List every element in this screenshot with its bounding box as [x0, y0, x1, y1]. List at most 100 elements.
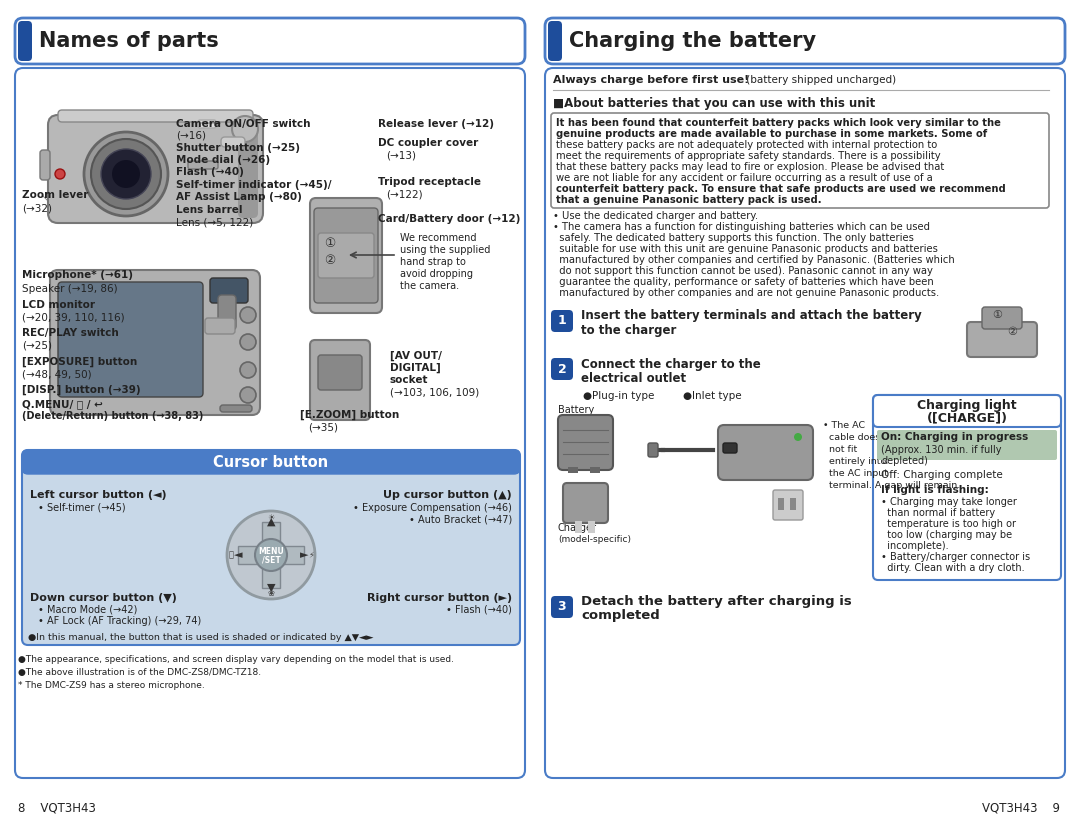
Text: entirely into: entirely into	[823, 456, 887, 465]
Text: Release lever (→12): Release lever (→12)	[378, 119, 494, 129]
Text: • The camera has a function for distinguishing batteries which can be used: • The camera has a function for distingu…	[553, 222, 930, 232]
Text: LCD monitor: LCD monitor	[22, 300, 95, 310]
Text: (battery shipped uncharged): (battery shipped uncharged)	[743, 75, 896, 85]
Text: ►: ►	[300, 550, 308, 560]
Text: (Approx. 130 min. if fully: (Approx. 130 min. if fully	[881, 445, 1001, 455]
Circle shape	[202, 122, 204, 124]
Text: Down cursor button (▼): Down cursor button (▼)	[30, 593, 177, 603]
Circle shape	[205, 122, 208, 124]
Text: Shutter button (→25): Shutter button (→25)	[176, 143, 300, 153]
Text: too low (charging may be: too low (charging may be	[881, 530, 1012, 540]
Text: 2: 2	[557, 363, 566, 375]
Text: Tripod receptacle: Tripod receptacle	[378, 177, 481, 187]
Text: 8    VQT3H43: 8 VQT3H43	[18, 801, 96, 815]
Text: • Use the dedicated charger and battery.: • Use the dedicated charger and battery.	[553, 211, 758, 221]
Text: Battery: Battery	[558, 405, 594, 415]
Text: Charger: Charger	[558, 523, 597, 533]
Text: (→35): (→35)	[308, 422, 338, 432]
FancyBboxPatch shape	[220, 405, 252, 412]
Text: that a genuine Panasonic battery pack is used.: that a genuine Panasonic battery pack is…	[556, 195, 822, 205]
Text: ▲: ▲	[267, 517, 275, 527]
Text: Left cursor button (◄): Left cursor button (◄)	[30, 490, 166, 500]
FancyBboxPatch shape	[982, 307, 1022, 329]
FancyBboxPatch shape	[58, 110, 253, 122]
Circle shape	[794, 433, 802, 441]
Text: • Battery/charger connector is: • Battery/charger connector is	[881, 552, 1030, 562]
Text: (→20, 39, 110, 116): (→20, 39, 110, 116)	[22, 312, 124, 322]
Text: we are not liable for any accident or failure occurring as a result of use of a: we are not liable for any accident or fa…	[556, 173, 933, 183]
FancyBboxPatch shape	[318, 233, 374, 278]
Text: [EXPOSURE] button: [EXPOSURE] button	[22, 357, 137, 367]
Text: ▼: ▼	[267, 583, 275, 593]
Text: (→103, 106, 109): (→103, 106, 109)	[390, 387, 480, 397]
Text: DIGITAL]: DIGITAL]	[390, 363, 441, 373]
Text: (→48, 49, 50): (→48, 49, 50)	[22, 369, 92, 379]
Circle shape	[112, 160, 140, 188]
FancyBboxPatch shape	[718, 425, 813, 480]
Text: (→122): (→122)	[386, 189, 422, 199]
Text: ⏱: ⏱	[229, 550, 233, 560]
FancyBboxPatch shape	[198, 120, 216, 128]
Circle shape	[102, 149, 151, 199]
FancyBboxPatch shape	[238, 120, 258, 218]
Text: Card/Battery door (→12): Card/Battery door (→12)	[378, 214, 521, 224]
Text: completed: completed	[581, 610, 660, 622]
FancyBboxPatch shape	[551, 310, 573, 332]
Text: ⚡: ⚡	[308, 550, 314, 560]
FancyBboxPatch shape	[563, 483, 608, 523]
Text: [AV OUT/: [AV OUT/	[390, 351, 442, 361]
Text: • Auto Bracket (→47): • Auto Bracket (→47)	[408, 515, 512, 525]
Text: temperature is too high or: temperature is too high or	[881, 519, 1016, 529]
Circle shape	[232, 116, 258, 142]
Circle shape	[217, 122, 220, 124]
FancyBboxPatch shape	[58, 282, 203, 397]
Bar	[238, 546, 260, 564]
Text: ●Plug-in type: ●Plug-in type	[583, 391, 654, 401]
Text: Lens (→5, 122): Lens (→5, 122)	[176, 217, 253, 227]
Text: Charging light: Charging light	[917, 399, 1016, 411]
Circle shape	[214, 122, 216, 124]
FancyBboxPatch shape	[310, 340, 370, 420]
Text: MENU: MENU	[258, 546, 284, 555]
Text: the camera.: the camera.	[400, 281, 459, 291]
Circle shape	[240, 334, 256, 350]
Text: genuine products are made available to purchase in some markets. Some of: genuine products are made available to p…	[556, 129, 987, 139]
Bar	[789, 498, 796, 510]
Text: Mode dial (→26): Mode dial (→26)	[176, 155, 270, 165]
Text: socket: socket	[390, 375, 429, 385]
Text: Camera ON/OFF switch: Camera ON/OFF switch	[176, 119, 311, 129]
Text: depleted): depleted)	[881, 456, 928, 466]
Text: Off: Charging complete: Off: Charging complete	[881, 470, 1002, 480]
Text: manufactured by other companies and are not genuine Panasonic products.: manufactured by other companies and are …	[553, 288, 940, 298]
Circle shape	[240, 362, 256, 378]
Text: • The AC: • The AC	[823, 420, 865, 430]
Text: Lens barrel: Lens barrel	[176, 205, 243, 215]
Text: terminal. A gap will remain.: terminal. A gap will remain.	[823, 480, 960, 490]
FancyBboxPatch shape	[205, 318, 235, 334]
Text: 3: 3	[557, 600, 566, 614]
Text: • Exposure Compensation (→46): • Exposure Compensation (→46)	[353, 503, 512, 513]
Bar	[262, 522, 280, 544]
Text: • Charging may take longer: • Charging may take longer	[881, 497, 1017, 507]
FancyBboxPatch shape	[548, 21, 562, 61]
Circle shape	[255, 539, 287, 571]
Circle shape	[240, 307, 256, 323]
Text: dirty. Clean with a dry cloth.: dirty. Clean with a dry cloth.	[881, 563, 1025, 573]
FancyBboxPatch shape	[545, 68, 1065, 778]
Text: VQT3H43    9: VQT3H43 9	[982, 801, 1059, 815]
Text: Up cursor button (▲): Up cursor button (▲)	[383, 490, 512, 500]
Text: Self-timer indicator (→45)/: Self-timer indicator (→45)/	[176, 180, 332, 190]
FancyBboxPatch shape	[50, 270, 260, 415]
FancyBboxPatch shape	[873, 395, 1061, 580]
Circle shape	[91, 139, 161, 209]
FancyBboxPatch shape	[314, 208, 378, 303]
Text: ❀: ❀	[268, 589, 274, 597]
Text: We recommend: We recommend	[400, 233, 476, 243]
Text: safely. The dedicated battery supports this function. The only batteries: safely. The dedicated battery supports t…	[553, 233, 914, 243]
Text: ●The above illustration is of the DMC-ZS8/DMC-TZ18.: ●The above illustration is of the DMC-ZS…	[18, 669, 261, 677]
Text: ●In this manual, the button that is used is shaded or indicated by ▲▼◄►: ●In this manual, the button that is used…	[28, 632, 374, 641]
Text: that these battery packs may lead to fire or explosion. Please be advised that: that these battery packs may lead to fir…	[556, 162, 944, 172]
Text: ●Inlet type: ●Inlet type	[683, 391, 742, 401]
Text: manufactured by other companies and certified by Panasonic. (Batteries which: manufactured by other companies and cert…	[553, 255, 955, 265]
Bar	[568, 467, 578, 473]
